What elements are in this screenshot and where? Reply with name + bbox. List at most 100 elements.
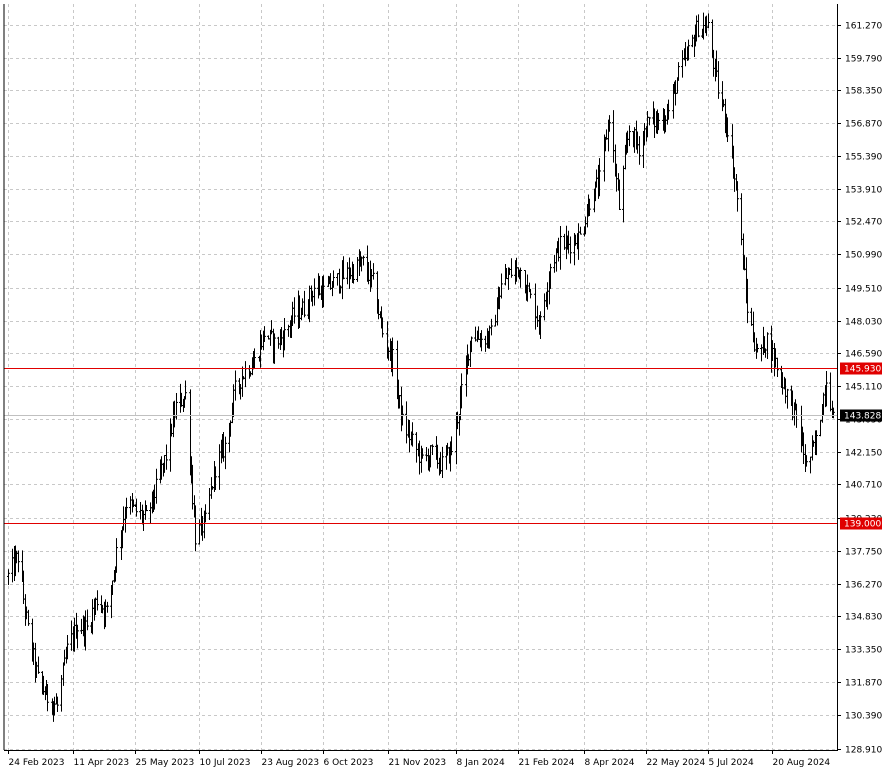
ohlc-bar — [726, 117, 729, 143]
x-tick-label: 11 Apr 2023 — [74, 758, 130, 768]
plot-background — [4, 4, 837, 750]
y-tick-label: 159.790 — [845, 55, 882, 65]
ohlc-bar — [391, 337, 394, 377]
ohlc-bar — [332, 270, 335, 288]
ohlc-bar — [736, 181, 739, 212]
ohlc-bar — [460, 373, 463, 409]
ohlc-bar — [411, 422, 414, 447]
ohlc-bar — [470, 336, 473, 353]
ohlc-bar — [746, 278, 749, 324]
ohlc-bar — [96, 590, 99, 611]
ohlc-bar — [194, 505, 197, 552]
y-tick-label: 149.510 — [845, 285, 882, 295]
ohlc-bar — [677, 62, 680, 81]
ohlc-bar — [657, 112, 660, 131]
ohlc-bar — [539, 311, 542, 339]
ohlc-bar — [76, 624, 79, 649]
price-tags: 143.828 145.930 139.000 — [840, 362, 882, 530]
x-tick-label: 8 Apr 2024 — [585, 758, 635, 768]
y-tick-label: 136.270 — [845, 581, 882, 591]
ohlc-bar — [263, 326, 266, 343]
ohlc-bar — [667, 99, 670, 120]
ohlc-bar — [165, 444, 168, 470]
y-tick-label: 128.910 — [845, 746, 882, 756]
ohlc-bar — [441, 446, 444, 479]
ohlc-bar — [204, 504, 207, 523]
y-tick-label: 137.750 — [845, 548, 882, 558]
level-tag: 145.930 — [844, 365, 881, 375]
ohlc-bar — [342, 256, 345, 280]
ohlc-bar — [766, 332, 769, 359]
ohlc-bar — [618, 179, 621, 211]
ohlc-bar — [273, 333, 276, 364]
y-tick-label: 152.470 — [845, 218, 882, 228]
x-axis: 24 Feb 2023 11 Apr 2023 25 May 2023 10 Jul … — [8, 750, 830, 768]
x-tick-label: 24 Feb 2023 — [9, 758, 65, 768]
ohlc-bar — [106, 601, 109, 613]
ohlc-bar — [480, 330, 483, 352]
y-tick-label: 155.390 — [845, 153, 882, 163]
ohlc-bar — [608, 115, 611, 132]
x-tick-label: 8 Jan 2024 — [457, 758, 505, 768]
y-tick-label: 145.110 — [845, 383, 882, 393]
ohlc-bar — [431, 444, 434, 455]
ohlc-bar — [697, 14, 700, 38]
horizontal-lines — [4, 368, 837, 524]
ohlc-bar — [687, 39, 690, 61]
ohlc-bar — [362, 255, 365, 266]
ohlc-bar — [303, 290, 306, 318]
ohlc-bar — [717, 61, 720, 99]
ohlc-bar — [155, 468, 158, 504]
ohlc-bar — [115, 538, 118, 573]
ohlc-bar — [832, 407, 835, 419]
ohlc-bar — [756, 343, 759, 353]
ohlc-bar — [7, 569, 10, 585]
ohlc-bar — [569, 236, 572, 264]
ohlc-bar — [519, 267, 522, 288]
current-price-tag-bg — [840, 409, 882, 422]
ohlc-bar — [815, 430, 818, 456]
ohlc-bar — [776, 357, 779, 377]
y-tick-label: 150.990 — [845, 251, 882, 261]
x-tick-label: 23 Aug 2023 — [262, 758, 320, 768]
ohlc-bar — [322, 275, 325, 308]
ohlc-bar — [253, 348, 256, 369]
ohlc-bar — [145, 505, 148, 512]
level-tag-bg — [840, 362, 882, 375]
y-axis: 161.270 159.790 158.350 156.870 155.390 153.9… — [837, 22, 882, 756]
ohlc-bar — [283, 317, 286, 351]
y-tick-label: 131.870 — [845, 679, 882, 689]
x-tick-label: 21 Nov 2023 — [389, 758, 447, 768]
ohlc-bar — [825, 371, 828, 407]
ohlc-bar — [214, 466, 217, 490]
x-tick-label: 22 May 2024 — [647, 758, 706, 768]
ohlc-bar — [500, 273, 503, 299]
y-tick-label: 153.910 — [845, 186, 882, 196]
y-tick-label: 146.590 — [845, 350, 882, 360]
ohlc-bar — [135, 498, 138, 517]
ohlc-bar — [224, 436, 227, 470]
ohlc-bar — [37, 656, 40, 674]
ohlc-bar — [786, 388, 789, 409]
y-tick-label: 142.150 — [845, 449, 882, 459]
ohlc-bar — [86, 609, 89, 631]
x-tick-label: 25 May 2023 — [136, 758, 195, 768]
ohlc-bar — [579, 226, 582, 235]
y-tick-label: 161.270 — [845, 22, 882, 32]
ohlc-bar — [421, 448, 424, 459]
y-tick-label: 156.870 — [845, 120, 882, 130]
current-price-tag: 143.828 — [844, 412, 881, 422]
ohlc-bar — [598, 158, 601, 197]
ohlc-bar — [293, 297, 296, 324]
x-tick-label: 5 Jul 2024 — [709, 758, 754, 768]
ohlc-bar — [234, 370, 237, 401]
ohlc-bar — [352, 263, 355, 284]
ohlc-bar — [490, 318, 493, 336]
level-tag: 139.000 — [844, 520, 881, 530]
ohlc-bar — [313, 278, 316, 306]
y-tick-label: 134.830 — [845, 613, 882, 623]
level-tag-bg — [840, 517, 882, 530]
ohlc-bar — [559, 225, 562, 270]
